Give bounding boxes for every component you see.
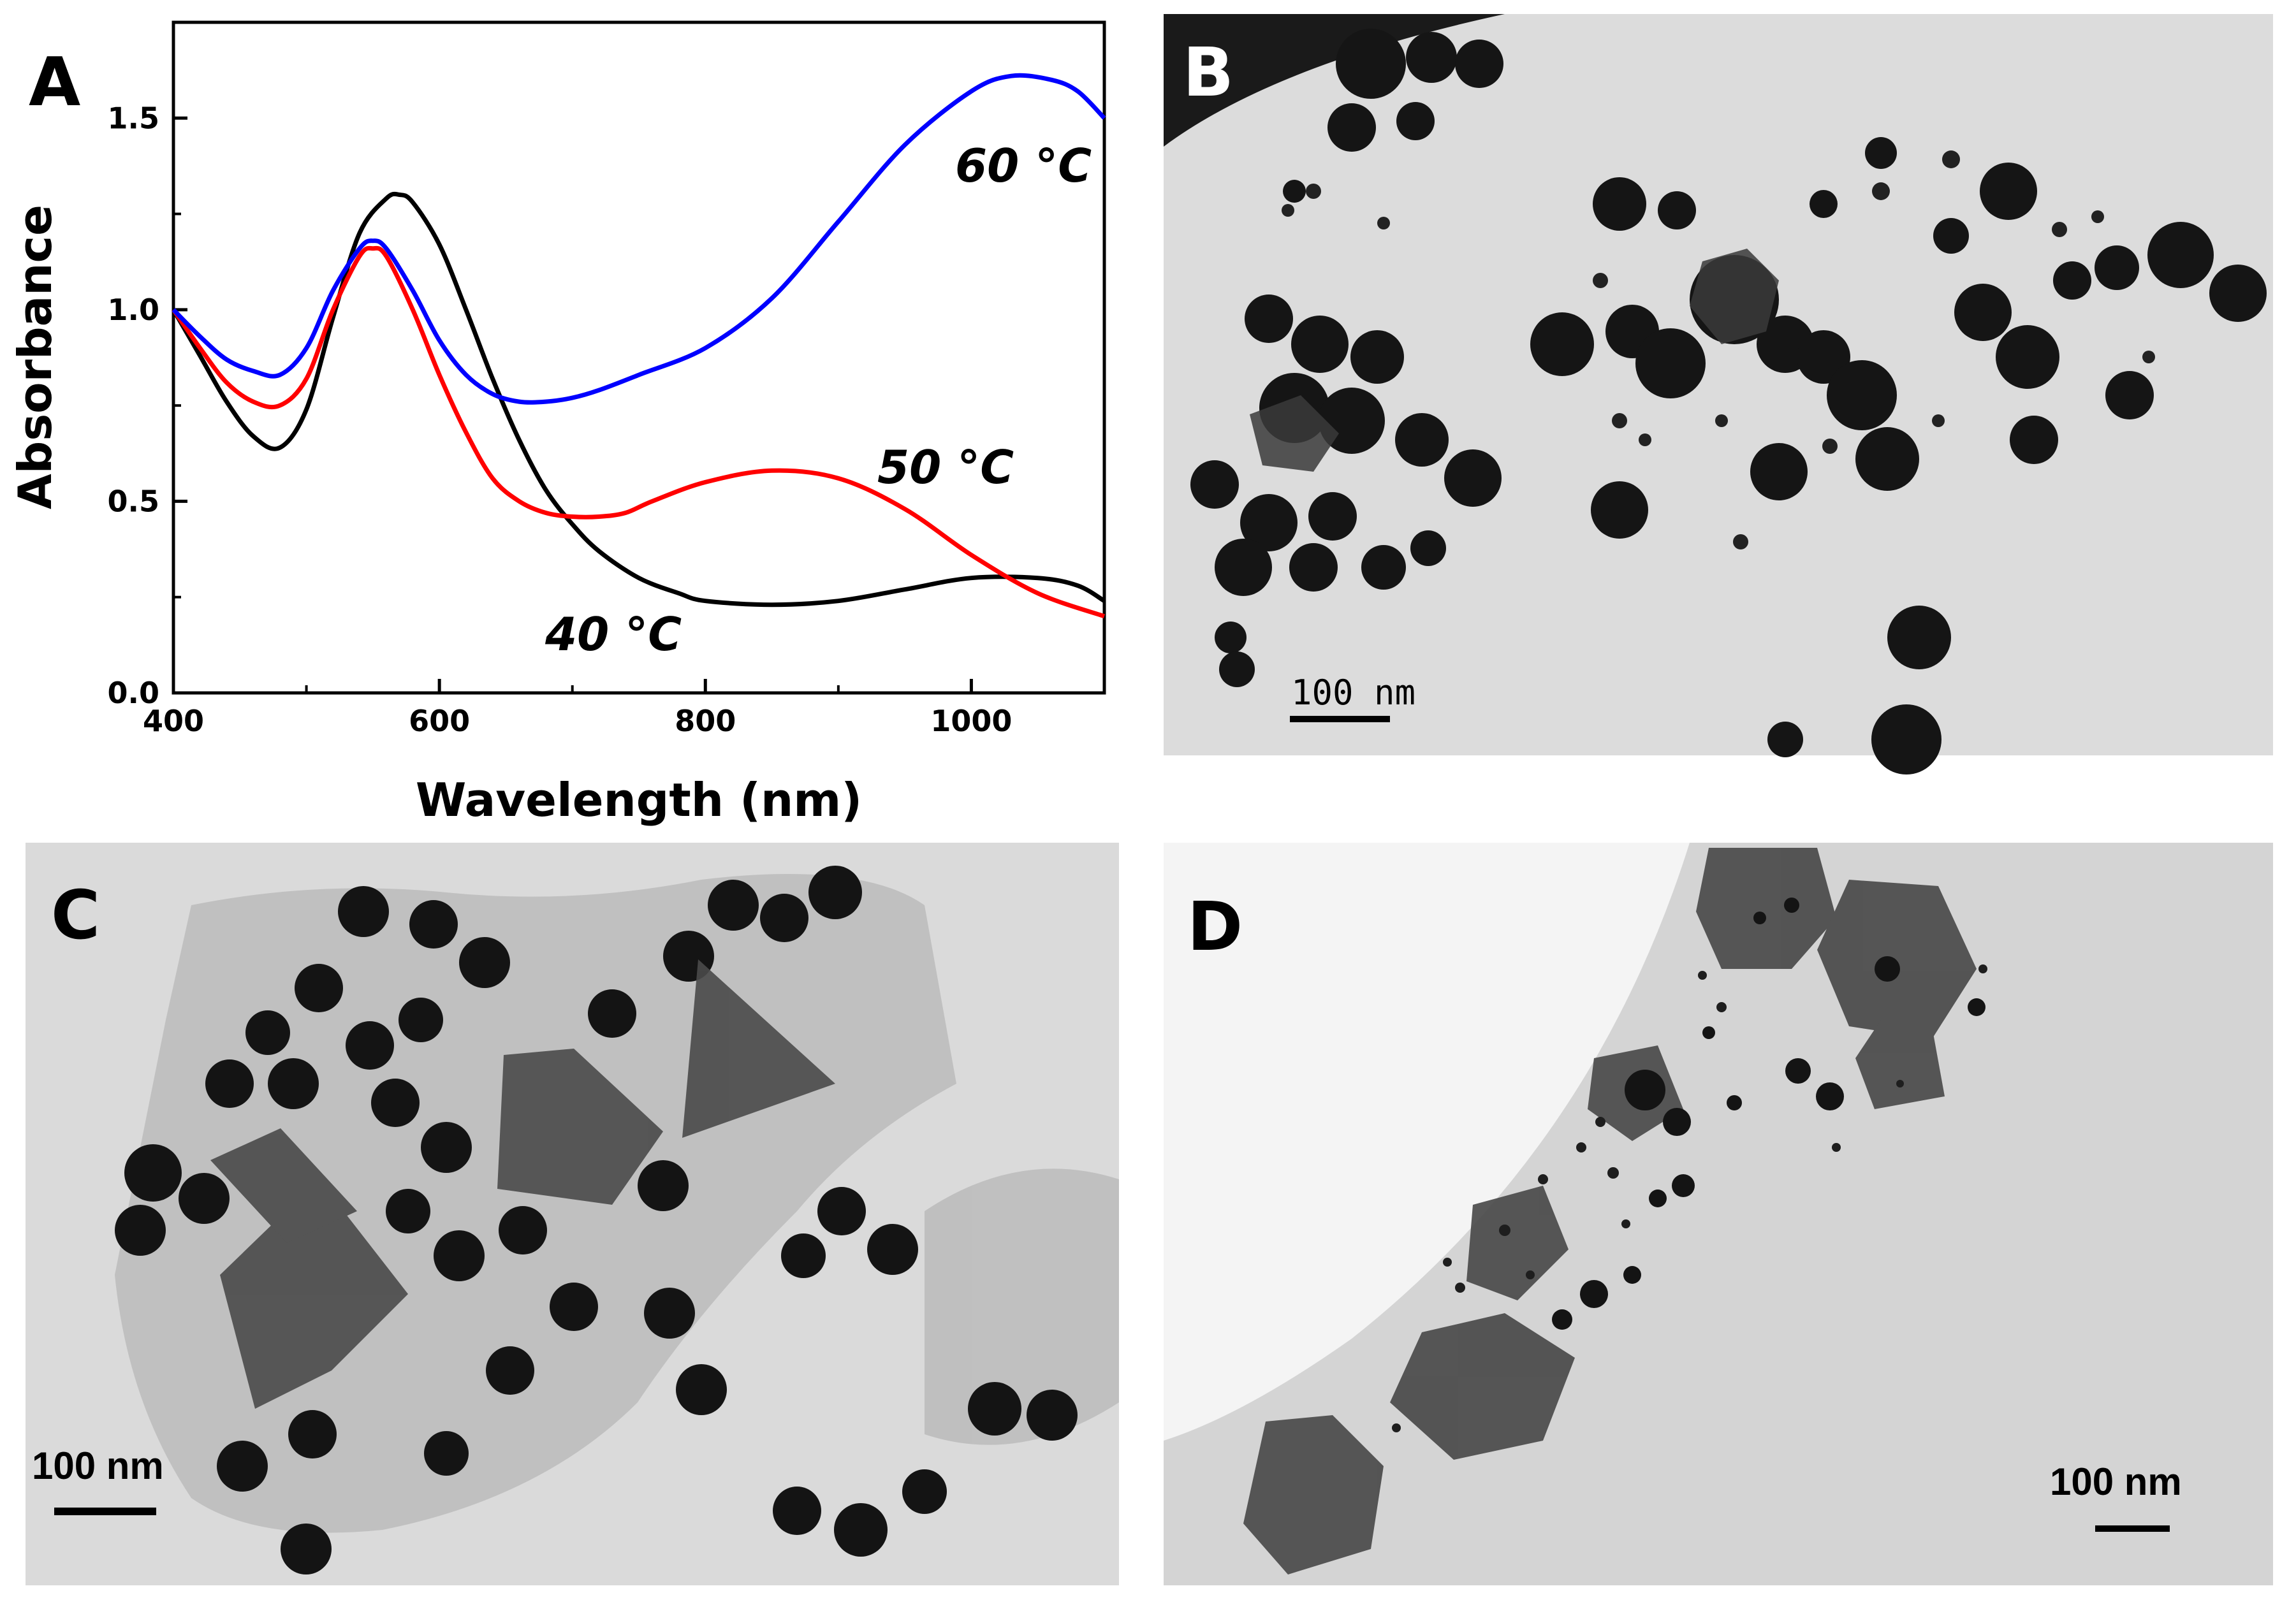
series-label-40c: 40 °C xyxy=(545,607,682,661)
series-line-40c xyxy=(171,191,1106,607)
x-axis-title: Wavelength (nm) xyxy=(416,773,862,827)
series-line-50c xyxy=(172,245,1106,619)
x-tick-label: 400 xyxy=(143,704,204,738)
scale-bar-label-d: 100 nm xyxy=(2050,1460,2182,1503)
plate-particles-d xyxy=(1243,848,1977,1575)
panel-b-letter: B xyxy=(1183,34,1234,112)
y-tick-label: 1.5 xyxy=(108,101,160,135)
x-tick-label: 1000 xyxy=(930,704,1012,738)
panel-a-letter: A xyxy=(29,43,80,121)
x-tick-label: 800 xyxy=(675,704,736,738)
hole-region-d xyxy=(1164,843,1690,1441)
chart-a: 400 600 800 1000 0.0 0.5 1.0 1.5 Wavelength (n… xyxy=(8,20,1106,827)
series-line-60c xyxy=(172,73,1106,405)
scale-bar-d: 100 nm xyxy=(2050,1460,2182,1532)
small-particles-d xyxy=(1392,964,1987,1432)
plot-frame xyxy=(172,20,1106,695)
panel-d-letter: D xyxy=(1187,888,1243,966)
panel-a: A 400 600 800 1000 0.0 0.5 1.0 1.5 Wavelength … xyxy=(8,20,1106,827)
y-axis-title: Absorbance xyxy=(8,205,62,509)
plate-particles-b xyxy=(1250,249,1779,472)
plate-particles-c xyxy=(210,959,835,1409)
scale-bar-label-b: 100 nm xyxy=(1291,673,1415,713)
carbon-edge-b xyxy=(1164,14,1505,147)
panel-d: 100 nm D xyxy=(1164,843,2273,1585)
panel-b: 100 nm B xyxy=(1164,14,2273,775)
x-axis-ticks: 400 600 800 1000 xyxy=(143,679,1012,738)
panel-c: 100 nm C xyxy=(26,843,1119,1585)
x-tick-label: 600 xyxy=(409,704,470,738)
scale-bar-b: 100 nm xyxy=(1290,673,1415,722)
series-label-60c: 60 °C xyxy=(955,139,1092,193)
series-layer xyxy=(171,73,1106,619)
nanoparticle-cluster-c xyxy=(115,866,1078,1575)
y-tick-label: 1.0 xyxy=(108,293,160,327)
y-axis-ticks: 0.0 0.5 1.0 1.5 xyxy=(108,101,187,710)
nanoparticle-cluster-d xyxy=(1552,898,1985,1330)
series-label-50c: 50 °C xyxy=(877,440,1014,494)
scale-bar-c: 100 nm xyxy=(32,1444,164,1515)
y-tick-label: 0.5 xyxy=(108,484,160,518)
y-tick-label: 0.0 xyxy=(108,676,160,710)
panel-c-letter: C xyxy=(51,876,100,954)
scale-bar-label-c: 100 nm xyxy=(32,1444,164,1487)
small-particles-b xyxy=(1282,150,2155,549)
